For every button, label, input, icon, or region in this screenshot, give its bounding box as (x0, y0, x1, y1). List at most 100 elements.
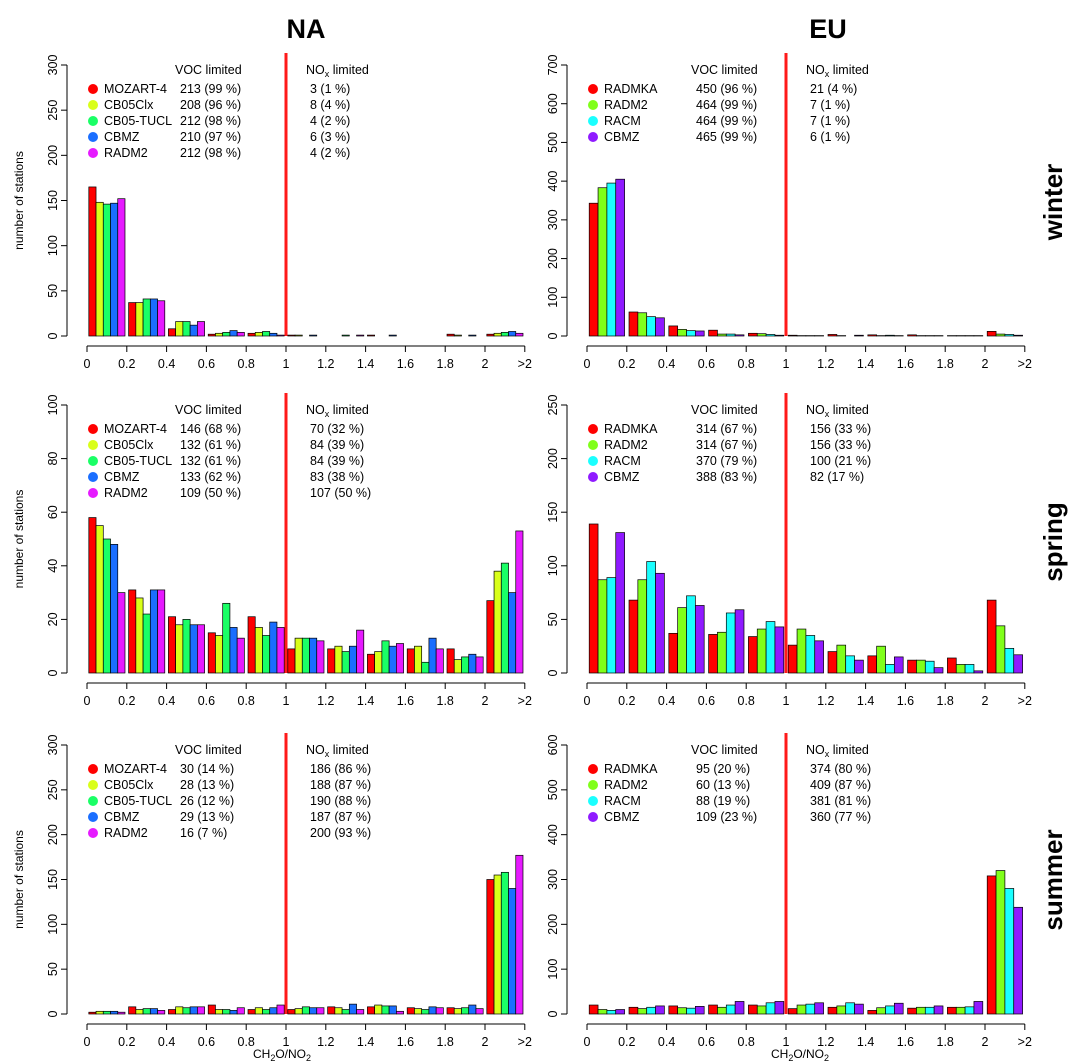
nox-count: 21 (4 %) (810, 82, 857, 96)
bar (149, 589, 158, 674)
bar (588, 523, 599, 674)
bar (765, 334, 776, 337)
bar (149, 298, 158, 337)
x-tick-label: 0.8 (738, 694, 755, 708)
voc-count: 314 (67 %) (696, 438, 757, 452)
legend-label: RACM (604, 794, 641, 808)
bar (301, 1006, 310, 1015)
bar (748, 636, 758, 674)
bar (428, 637, 437, 674)
voc-count: 29 (13 %) (180, 810, 234, 824)
x-tick-label: 1 (783, 694, 790, 708)
voc-count: 60 (13 %) (696, 778, 750, 792)
x-tick-label: 1.2 (317, 1035, 334, 1049)
bar (215, 635, 224, 674)
y-tick-label: 60 (46, 505, 60, 519)
bar (893, 1002, 904, 1015)
bar (508, 888, 517, 1015)
bar (493, 332, 502, 337)
x-tick-label: 1.6 (897, 1035, 914, 1049)
bar (287, 334, 296, 337)
x-tick-label: >2 (1018, 1035, 1032, 1049)
x-tick-label: 0.6 (198, 1035, 215, 1049)
x-tick-label: 0 (84, 357, 91, 371)
bar (276, 1004, 285, 1015)
bar (708, 1004, 718, 1015)
bar (247, 1009, 256, 1015)
bar (597, 187, 608, 337)
bar (588, 202, 599, 337)
x-tick-label: 0 (84, 1035, 91, 1049)
voc-header: VOC limited (691, 403, 758, 417)
y-tick-label: 150 (46, 869, 60, 890)
bar (867, 334, 878, 337)
y-tick-label: 500 (546, 132, 560, 153)
bar (356, 334, 365, 337)
voc-count: 212 (98 %) (180, 146, 241, 160)
y-tick-label: 100 (46, 914, 60, 935)
bar (428, 1006, 437, 1015)
x-tick-label: 1.4 (357, 357, 374, 371)
bar (102, 1010, 111, 1015)
bar (588, 1004, 599, 1015)
bar (796, 1004, 807, 1015)
bar (774, 334, 785, 337)
bar (637, 579, 648, 674)
bar (175, 624, 184, 674)
bar (88, 517, 97, 674)
legend-label: RADM2 (604, 438, 648, 452)
season-label-winter: winter (1038, 164, 1068, 242)
legend-label: RADM2 (104, 826, 148, 840)
voc-header: VOC limited (175, 403, 242, 417)
bar (262, 635, 271, 674)
bar (836, 644, 847, 674)
bar (269, 1007, 278, 1015)
x-tick-label: 1 (283, 694, 290, 708)
bar (1013, 654, 1023, 674)
voc-count: 464 (99 %) (696, 114, 757, 128)
bar (827, 1006, 838, 1015)
bar (475, 656, 484, 674)
bar (468, 1004, 477, 1015)
bar (453, 334, 462, 337)
x-tick-label: 0.4 (158, 694, 175, 708)
y-tick-label: 200 (546, 914, 560, 935)
bar (814, 1002, 824, 1015)
x-tick-label: 0.8 (738, 357, 755, 371)
bar (637, 1008, 648, 1015)
voc-count: 133 (62 %) (180, 470, 241, 484)
nox-header: NOx limited (306, 63, 369, 79)
legend-label: RADMKA (604, 82, 658, 96)
bar (606, 182, 617, 337)
bar (725, 612, 736, 674)
y-tick-label: 150 (546, 502, 560, 523)
bar (128, 302, 137, 337)
bar (964, 664, 975, 674)
bar (453, 1008, 462, 1015)
x-tick-label: >2 (518, 1035, 532, 1049)
nox-count: 381 (81 %) (810, 794, 871, 808)
bar (388, 334, 397, 337)
x-tick-label: 1 (283, 357, 290, 371)
bar (110, 1010, 119, 1015)
voc-count: 213 (99 %) (180, 82, 241, 96)
bar (421, 661, 430, 674)
legend-label: RADM2 (104, 486, 148, 500)
bar (102, 203, 111, 337)
bar (222, 1009, 231, 1015)
region-title-na: NA (287, 14, 326, 44)
y-axis-title: number of stations (12, 490, 26, 589)
nox-count: 374 (80 %) (810, 762, 871, 776)
bar (262, 331, 271, 337)
voc-count: 464 (99 %) (696, 98, 757, 112)
x-tick-label: 1.4 (357, 694, 374, 708)
bar (677, 607, 687, 674)
bar (117, 198, 126, 337)
bar (88, 186, 97, 337)
bar (947, 1006, 957, 1015)
bar (655, 572, 665, 674)
y-tick-label: 40 (46, 559, 60, 573)
x-tick-label: 0.6 (698, 1035, 715, 1049)
x-tick-label: 1.2 (817, 694, 834, 708)
bar (515, 332, 524, 337)
